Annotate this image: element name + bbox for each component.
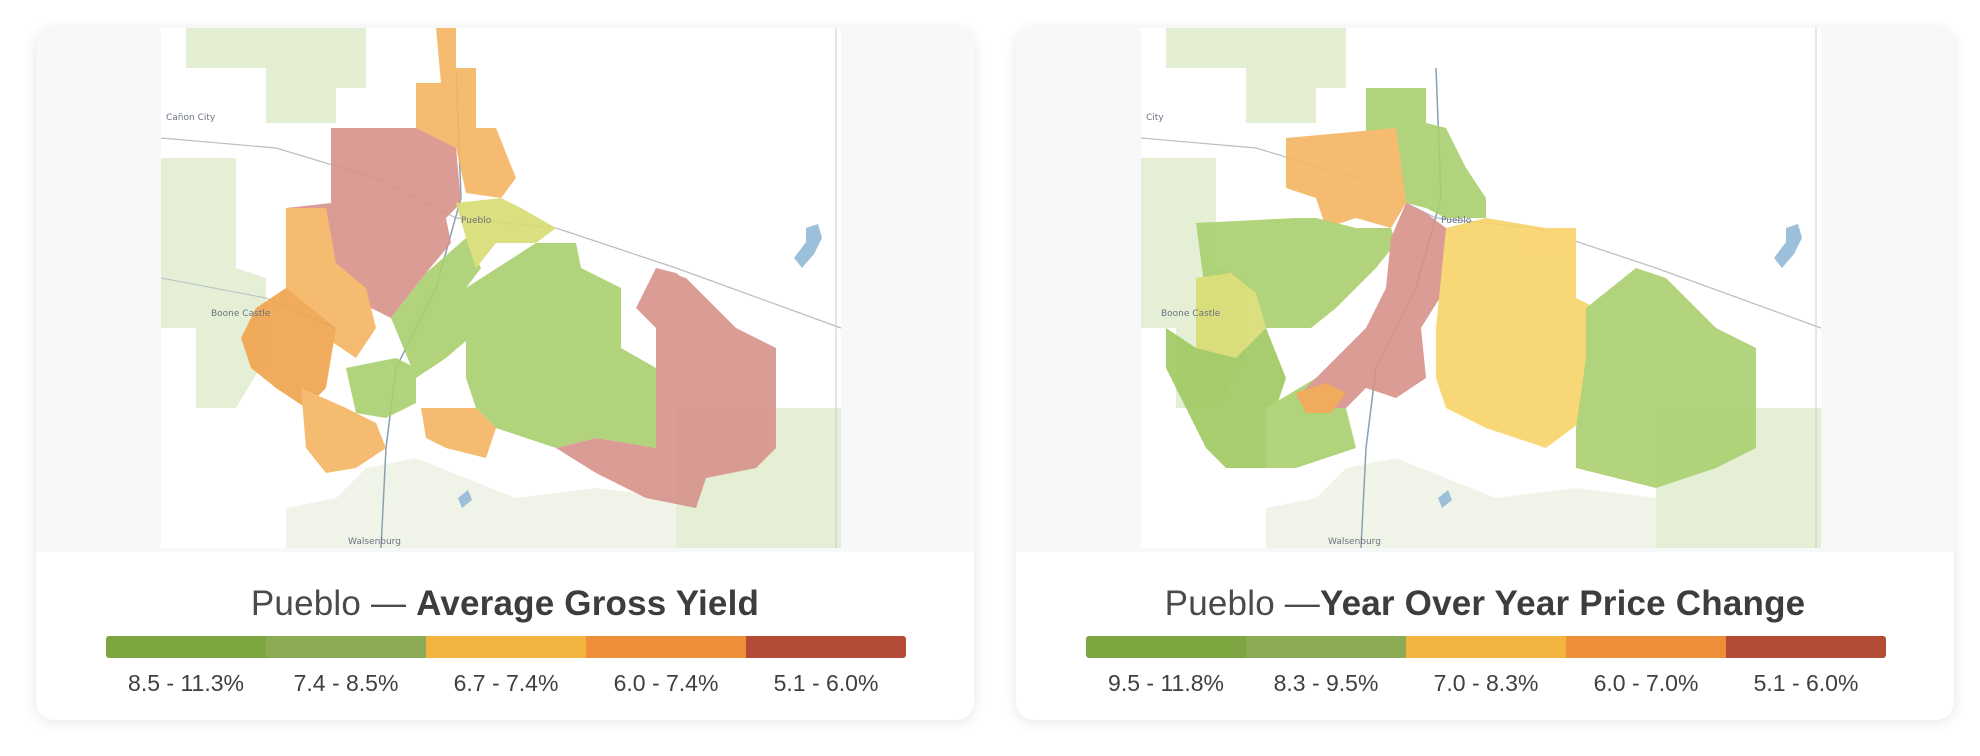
legend-label: 9.5 - 11.8%	[1108, 670, 1224, 696]
region-green[interactable]	[346, 358, 416, 418]
region-orange-dark[interactable]	[1296, 383, 1346, 413]
region-green[interactable]	[391, 238, 481, 378]
map-card-average-gross-yield: Cañon City Boone Castle Pueblo Walsenbur…	[36, 28, 974, 720]
region-green[interactable]	[466, 243, 656, 448]
legend-swatch	[586, 636, 746, 658]
region-yellow-green[interactable]	[456, 198, 556, 268]
legend-swatch	[1246, 636, 1406, 658]
region-red[interactable]	[286, 128, 461, 318]
park-area	[1266, 458, 1656, 548]
reservoir	[794, 224, 822, 268]
region-green[interactable]	[1576, 268, 1756, 488]
region-yellow[interactable]	[1436, 218, 1596, 448]
region-orange[interactable]	[416, 28, 516, 198]
map-title-separator: —	[1274, 584, 1320, 623]
reservoir	[1438, 490, 1452, 508]
legend-label: 7.4 - 8.5%	[293, 670, 399, 696]
region-yellow-green[interactable]	[1196, 273, 1266, 358]
legend-swatch	[426, 636, 586, 658]
reservoir	[458, 490, 472, 508]
reservoir	[1774, 224, 1802, 268]
legend-swatch	[1726, 636, 1886, 658]
yield-regions	[241, 28, 776, 508]
place-label: Cañon City	[166, 113, 216, 123]
price-change-regions	[1166, 88, 1756, 488]
region-red[interactable]	[1296, 203, 1446, 408]
park-area	[1166, 28, 1346, 123]
map-canvas: Cañon City Boone Castle Pueblo Walsenbur…	[160, 28, 842, 549]
map-canvas: City Boone Castle Pueblo Walsenburg	[1140, 28, 1822, 549]
place-label: City	[1146, 113, 1164, 123]
map-title-location: Pueblo	[1164, 584, 1275, 623]
legend-swatch	[106, 636, 266, 658]
place-label: Walsenburg	[1328, 537, 1381, 547]
legend-label: 6.0 - 7.4%	[613, 670, 719, 696]
legend-labels: 9.5 - 11.8% 8.3 - 9.5% 7.0 - 8.3% 6.0 - …	[1086, 670, 1886, 700]
place-label: Walsenburg	[348, 537, 401, 547]
region-orange[interactable]	[301, 388, 386, 473]
map-title-separator: —	[361, 584, 417, 623]
legend-label: 6.7 - 7.4%	[453, 670, 559, 696]
park-area	[286, 458, 676, 548]
legend-swatch	[266, 636, 426, 658]
map-title: Pueblo — Average Gross Yield	[36, 584, 974, 624]
region-orange[interactable]	[1286, 128, 1406, 228]
choropleth-map[interactable]: City Boone Castle Pueblo Walsenburg	[1016, 28, 1954, 552]
legend-bar	[106, 636, 906, 658]
legend-labels: 8.5 - 11.3% 7.4 - 8.5% 6.7 - 7.4% 6.0 - …	[106, 670, 906, 700]
park-area	[186, 28, 366, 123]
map-title-metric: Year Over Year Price Change	[1319, 584, 1806, 623]
legend-label: 8.3 - 9.5%	[1273, 670, 1379, 696]
legend-label: 6.0 - 7.0%	[1593, 670, 1699, 696]
place-label: Pueblo	[461, 216, 492, 226]
place-label: Pueblo	[1441, 216, 1472, 226]
map-title-location: Pueblo	[250, 584, 362, 623]
place-label: Boone Castle	[211, 309, 271, 319]
region-red[interactable]	[636, 268, 696, 328]
legend-swatch	[746, 636, 906, 658]
map-title: Pueblo —Year Over Year Price Change	[1016, 584, 1954, 624]
region-red[interactable]	[556, 268, 776, 508]
region-orange[interactable]	[421, 408, 496, 458]
map-title-metric: Average Gross Yield	[416, 584, 760, 623]
legend-bar	[1086, 636, 1886, 658]
legend-label: 5.1 - 6.0%	[1753, 670, 1859, 696]
region-orange-dark[interactable]	[241, 288, 336, 408]
legend-swatch	[1406, 636, 1566, 658]
legend-label: 7.0 - 8.3%	[1433, 670, 1539, 696]
place-label: Boone Castle	[1161, 309, 1221, 319]
region-green-dark[interactable]	[1166, 328, 1286, 468]
park-area	[161, 158, 266, 408]
choropleth-map[interactable]: Cañon City Boone Castle Pueblo Walsenbur…	[36, 28, 974, 552]
legend-swatch	[1086, 636, 1246, 658]
legend-label: 5.1 - 6.0%	[773, 670, 879, 696]
map-card-year-over-year-price-change: City Boone Castle Pueblo Walsenburg Pueb…	[1016, 28, 1954, 720]
legend-label: 8.5 - 11.3%	[128, 670, 244, 696]
legend-swatch	[1566, 636, 1726, 658]
